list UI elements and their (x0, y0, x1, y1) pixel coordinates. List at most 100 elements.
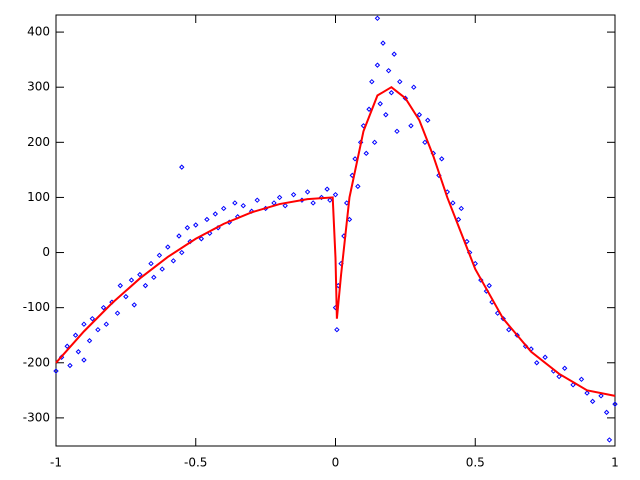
scatter-point (204, 216, 210, 223)
scatter-point (318, 194, 325, 201)
scatter-point (374, 62, 381, 68)
scatter-point (89, 315, 96, 322)
scatter-point (534, 360, 540, 366)
scatter-point (165, 244, 171, 250)
scatter-point (159, 266, 165, 272)
scatter-point (310, 200, 316, 206)
scatter-point (151, 274, 157, 281)
scatter-point (276, 194, 283, 201)
scatter-point (578, 376, 585, 383)
scatter-point (355, 183, 361, 190)
scatter-point (156, 252, 163, 259)
scatter-point (388, 90, 395, 96)
scatter-point (176, 233, 182, 239)
scatter-point (366, 106, 372, 112)
scatter-point (148, 260, 154, 267)
scatter-point (363, 150, 369, 157)
scatter-point (114, 310, 121, 316)
scatter-point (589, 398, 596, 405)
scatter-point (458, 205, 464, 212)
scatter-point (612, 401, 618, 407)
plot-frame (55, 14, 616, 447)
y-tick-label: -200 (23, 355, 50, 369)
scatter-point (193, 222, 199, 228)
fit-line (55, 85, 616, 397)
scatter-point (352, 156, 358, 162)
scatter-point (170, 258, 177, 264)
y-tick-label: 0 (42, 245, 50, 259)
scatter-point (324, 186, 330, 192)
scatter-point (486, 282, 492, 289)
scatter-point (212, 211, 219, 217)
scatter-point (606, 437, 613, 443)
scatter-point (179, 164, 185, 170)
scatter-point (439, 156, 445, 162)
scatter-point (455, 216, 462, 223)
scatter-point (397, 78, 403, 85)
scatter-point (360, 123, 367, 129)
scatter-point (131, 302, 137, 308)
scatter-point (394, 128, 400, 135)
scatter-point (425, 117, 431, 123)
scatter-point (472, 260, 478, 267)
scatter-point (72, 332, 79, 338)
scatter-point (142, 282, 149, 289)
scatter-point (304, 189, 311, 195)
scatter-point (371, 139, 378, 146)
scatter-point (327, 197, 333, 203)
scatter-point (561, 365, 568, 371)
scatter-point (385, 67, 392, 74)
scatter-point (369, 78, 375, 85)
scatter-point (290, 191, 297, 198)
scatter-point (220, 205, 227, 212)
scatter-point (408, 123, 414, 129)
scatter-point (332, 191, 339, 198)
scatter-point (391, 51, 397, 57)
y-tick-label: 100 (27, 190, 50, 204)
scatter-point (450, 200, 456, 206)
scatter-point (584, 390, 590, 396)
y-tick-label: 400 (27, 25, 50, 39)
x-tick-label: -1 (50, 456, 62, 470)
scatter-point (95, 326, 101, 333)
scatter-point (103, 321, 110, 327)
scatter-point (416, 112, 423, 118)
y-tick-label: -100 (23, 300, 50, 314)
scatter-point (128, 277, 135, 283)
scatter-point (422, 139, 428, 146)
x-tick-label: 0.5 (466, 456, 485, 470)
scatter-point (81, 357, 87, 363)
scatter-point (179, 249, 185, 256)
scatter-point (603, 409, 610, 416)
scatter-point (64, 343, 70, 349)
scatter-point (123, 293, 129, 300)
scatter-point (137, 271, 143, 278)
scatter-point (411, 84, 417, 90)
scatter-point (198, 236, 205, 242)
scatter-point (117, 282, 123, 289)
scatter-point (374, 15, 381, 22)
scatter-point (506, 326, 512, 333)
scatter-point (556, 373, 562, 380)
x-tick-label: 1 (611, 456, 619, 470)
scatter-point (464, 238, 470, 245)
scatter-point (377, 101, 383, 107)
scatter-point (380, 40, 386, 46)
scatter-point (282, 202, 288, 209)
y-tick-label: -300 (23, 410, 50, 424)
scatter-point (254, 197, 260, 203)
scatter-point (184, 225, 191, 231)
scatter-point (383, 112, 389, 118)
scatter-point (542, 354, 548, 360)
y-tick-label: 300 (27, 80, 50, 94)
scatter-point (570, 382, 576, 388)
x-tick-label: -0.5 (184, 456, 207, 470)
scatter-point (75, 349, 82, 355)
scatter-point (67, 362, 73, 369)
scatter-point (334, 326, 340, 333)
scatter-point (100, 304, 107, 311)
y-tick-label: 200 (27, 135, 50, 149)
x-tick-label: 0 (332, 456, 340, 470)
scatter-point (240, 202, 246, 209)
